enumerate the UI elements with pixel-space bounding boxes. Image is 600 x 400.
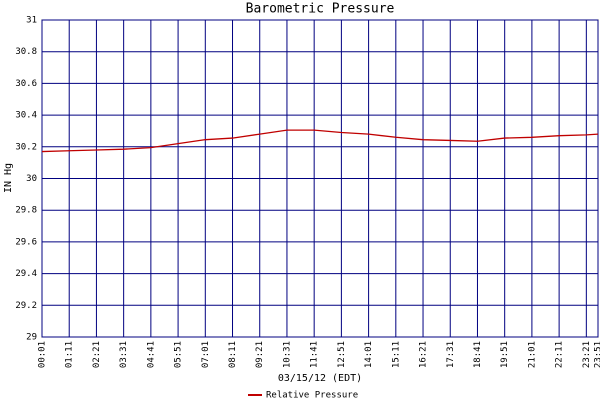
x-tick-label: 11:41 bbox=[310, 341, 320, 368]
y-tick-label: 29.4 bbox=[15, 269, 37, 279]
x-tick-label: 09:21 bbox=[255, 341, 265, 368]
x-tick-label: 07:01 bbox=[201, 341, 211, 368]
x-tick-label: 12:51 bbox=[337, 341, 347, 368]
x-axis-label: 03/15/12 (EDT) bbox=[278, 373, 362, 384]
x-tick-label: 22:11 bbox=[555, 341, 565, 368]
y-tick-label: 30.2 bbox=[15, 142, 37, 152]
x-tick-label: 19:51 bbox=[500, 341, 510, 368]
x-tick-label: 23:51 bbox=[594, 341, 600, 368]
x-tick-label: 15:11 bbox=[391, 341, 401, 368]
y-tick-label: 30.6 bbox=[15, 79, 37, 89]
x-tick-label: 10:31 bbox=[282, 341, 292, 368]
x-tick-label: 14:01 bbox=[364, 341, 374, 368]
x-tick-label: 03:31 bbox=[119, 341, 129, 368]
y-tick-label: 30.8 bbox=[15, 47, 37, 57]
y-tick-label: 31 bbox=[26, 16, 37, 26]
y-tick-label: 29 bbox=[26, 333, 37, 343]
y-tick-label: 30 bbox=[26, 174, 37, 184]
y-axis-label: IN Hg bbox=[3, 163, 14, 193]
x-tick-label: 18:41 bbox=[473, 341, 483, 368]
y-tick-label: 29.6 bbox=[15, 237, 37, 247]
y-tick-label: 30.4 bbox=[15, 111, 37, 121]
x-tick-label: 08:11 bbox=[228, 341, 238, 368]
x-tick-label: 00:01 bbox=[38, 341, 48, 368]
y-tick-label: 29.2 bbox=[15, 301, 37, 311]
series-line bbox=[41, 129, 599, 153]
x-tick-label: 04:41 bbox=[146, 341, 156, 368]
x-tick-label: 01:11 bbox=[65, 341, 75, 368]
x-tick-label: 05:51 bbox=[174, 341, 184, 368]
x-tick-label: 21:01 bbox=[527, 341, 537, 368]
chart-title: Barometric Pressure bbox=[246, 2, 395, 17]
x-tick-label: 17:31 bbox=[446, 341, 456, 368]
y-tick-label: 29.8 bbox=[15, 206, 37, 216]
x-tick-label: 02:21 bbox=[92, 341, 102, 368]
legend-label: Relative Pressure bbox=[266, 391, 358, 400]
x-tick-label: 23:21 bbox=[582, 341, 592, 368]
x-tick-label: 16:21 bbox=[419, 341, 429, 368]
